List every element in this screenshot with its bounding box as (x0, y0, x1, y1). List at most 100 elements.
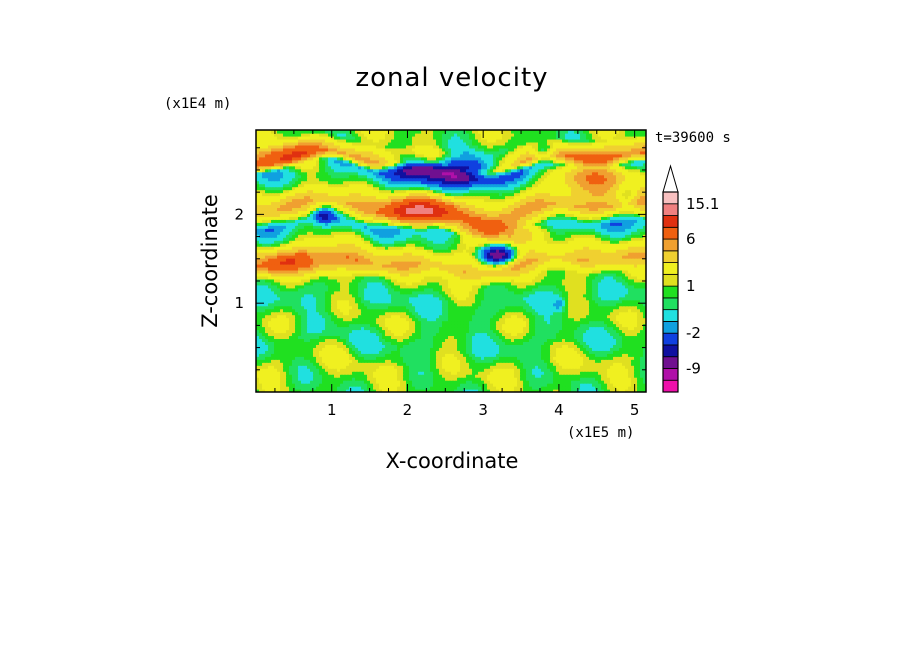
field-cell (634, 278, 638, 283)
field-cell (400, 341, 404, 345)
field-cell (433, 368, 437, 372)
field-cell (346, 356, 350, 360)
field-cell (619, 335, 623, 340)
field-cell (595, 293, 599, 298)
field-cell (256, 284, 260, 289)
field-cell (259, 374, 263, 378)
field-cell (511, 305, 515, 310)
field-cell (415, 311, 419, 316)
field-cell (523, 278, 527, 283)
field-cell (262, 377, 266, 381)
field-cell (568, 329, 572, 334)
field-cell (421, 320, 425, 325)
field-cell (265, 380, 269, 384)
field-cell (274, 386, 278, 390)
field-cell (334, 284, 338, 289)
field-cell (460, 323, 464, 328)
field-cell (274, 332, 278, 337)
field-cell (358, 341, 362, 345)
field-cell (559, 356, 563, 360)
field-cell (367, 380, 371, 384)
field-cell (508, 314, 512, 319)
field-cell (400, 347, 404, 351)
field-cell (400, 335, 404, 340)
field-cell (637, 365, 641, 369)
field-cell (280, 386, 284, 390)
field-cell (370, 335, 374, 340)
field-cell (472, 326, 476, 331)
field-cell (544, 341, 548, 345)
field-cell (304, 302, 308, 307)
field-cell (619, 386, 623, 390)
field-cell (568, 353, 572, 357)
field-cell (397, 374, 401, 378)
field-cell (451, 350, 455, 354)
field-cell (373, 284, 377, 289)
field-cell (313, 362, 317, 366)
field-cell (430, 293, 434, 298)
field-cell (406, 380, 410, 384)
field-cell (562, 350, 566, 354)
field-cell (403, 335, 407, 340)
field-cell (274, 302, 278, 307)
field-cell (331, 386, 335, 390)
field-cell (409, 299, 413, 304)
field-cell (268, 302, 272, 307)
field-cell (424, 305, 428, 310)
field-cell (442, 377, 446, 381)
field-cell (388, 365, 392, 369)
field-cell (391, 308, 395, 313)
field-cell (595, 383, 599, 387)
field-cell (424, 293, 428, 298)
field-cell (265, 296, 269, 301)
field-cell (613, 311, 617, 316)
field-cell (583, 362, 587, 366)
field-cell (523, 353, 527, 357)
field-cell (457, 365, 461, 369)
field-cell (532, 278, 536, 283)
field-cell (304, 341, 308, 345)
field-cell (610, 317, 614, 322)
field-cell (445, 380, 449, 384)
field-cell (616, 317, 620, 322)
field-cell (490, 305, 494, 310)
field-cell (271, 299, 275, 304)
field-cell (256, 326, 260, 331)
field-cell (316, 374, 320, 378)
field-cell (355, 341, 359, 345)
field-cell (262, 308, 266, 313)
field-cell (556, 365, 560, 369)
field-cell (304, 281, 308, 286)
field-cell (541, 338, 545, 342)
field-cell (304, 287, 308, 292)
field-cell (439, 323, 443, 328)
field-cell (508, 299, 512, 304)
field-cell (388, 374, 392, 378)
field-cell (484, 374, 488, 378)
field-cell (313, 344, 317, 348)
field-cell (571, 284, 575, 289)
field-cell (619, 296, 623, 301)
field-cell (496, 329, 500, 334)
field-cell (616, 305, 620, 310)
field-cell (541, 383, 545, 387)
field-cell (460, 278, 464, 283)
field-cell (418, 308, 422, 313)
field-cell (385, 326, 389, 331)
field-cell (577, 356, 581, 360)
field-cell (421, 290, 425, 295)
field-cell (508, 311, 512, 316)
field-cell (607, 314, 611, 319)
field-cell (502, 299, 506, 304)
field-cell (445, 317, 449, 322)
field-cell (331, 299, 335, 304)
field-cell (484, 386, 488, 390)
field-cell (310, 323, 314, 328)
field-cell (436, 326, 440, 331)
field-cell (628, 332, 632, 337)
field-cell (289, 362, 293, 366)
field-cell (307, 320, 311, 325)
field-cell (379, 383, 383, 387)
field-cell (526, 320, 530, 325)
field-cell (490, 332, 494, 337)
